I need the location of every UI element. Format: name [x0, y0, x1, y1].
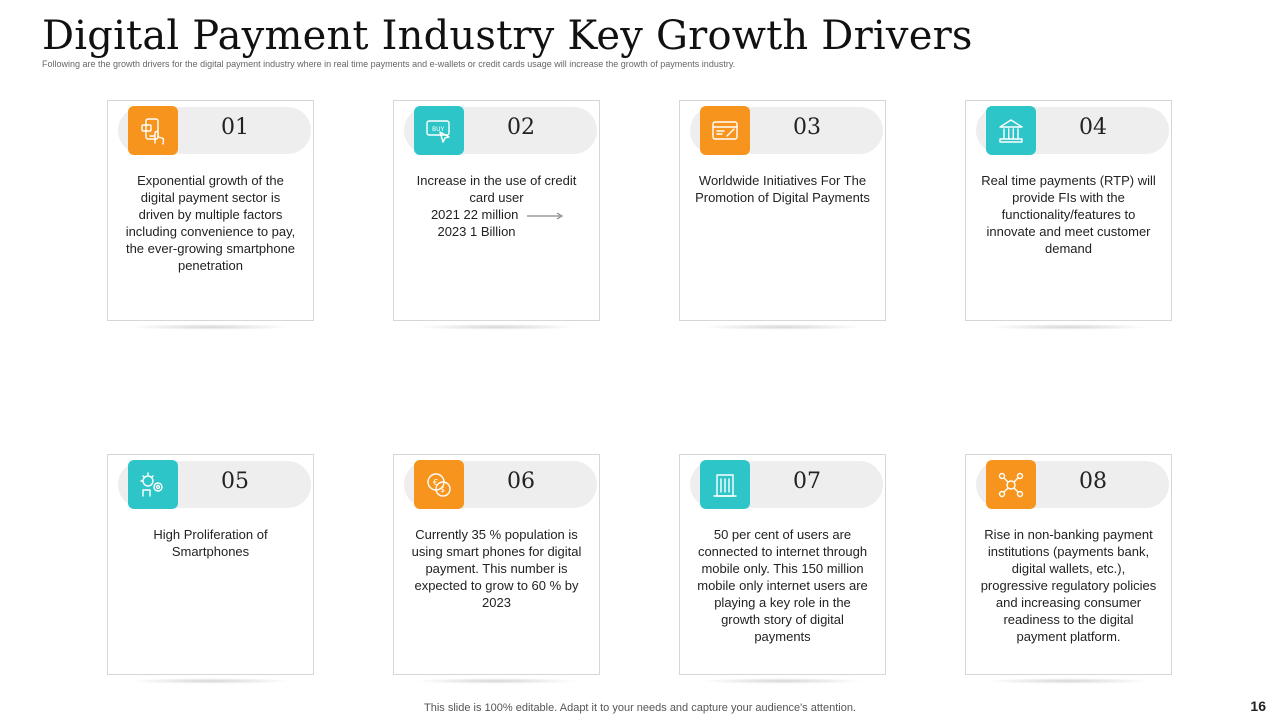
driver-card-06: € $ 06 Currently 35 % population is usin… — [393, 454, 600, 684]
arrow-right-icon — [527, 212, 564, 220]
card-text: 50 per cent of users are connected to in… — [697, 527, 868, 644]
driver-card-01: 01 Exponential growth of the digital pay… — [107, 100, 314, 330]
driver-card-04: 04 Real time payments (RTP) will provide… — [965, 100, 1172, 330]
building-icon — [700, 460, 750, 509]
svg-text:€: € — [433, 478, 438, 487]
card-text: Worldwide Initiatives For The Promotion … — [695, 173, 870, 205]
slide-subtitle: Following are the growth drivers for the… — [42, 59, 736, 69]
driver-card-05: 05 High Proliferation of Smartphones — [107, 454, 314, 684]
slide-title: Digital Payment Industry Key Growth Driv… — [42, 13, 973, 59]
card-text: Increase in the use of credit card user … — [408, 172, 585, 240]
svg-text:$: $ — [440, 485, 445, 494]
buy-click-icon: BUY — [414, 106, 464, 155]
svg-text:BUY: BUY — [432, 126, 445, 133]
stat-2021: 2021 22 million — [430, 207, 519, 222]
card-number: 05 — [221, 469, 249, 494]
card-number: 08 — [1079, 469, 1107, 494]
network-icon — [986, 460, 1036, 509]
card-number: 03 — [793, 115, 821, 140]
card-number: 06 — [507, 469, 535, 494]
driver-card-02: BUY 02 Increase in the use of credit car… — [393, 100, 600, 330]
card-number: 01 — [221, 115, 249, 140]
page-number: 16 — [1250, 698, 1266, 714]
card-text-line: 2021 22 million — [408, 206, 585, 223]
stat-2023: 2023 1 Billion — [437, 224, 516, 239]
card-text: High Proliferation of Smartphones — [153, 527, 268, 559]
driver-card-03: 03 Worldwide Initiatives For The Promoti… — [679, 100, 886, 330]
driver-card-08: 08 Rise in non-banking payment instituti… — [965, 454, 1172, 684]
driver-card-07: 07 50 per cent of users are connected to… — [679, 454, 886, 684]
card-text: Real time payments (RTP) will provide FI… — [981, 173, 1156, 256]
card-text: Exponential growth of the digital paymen… — [125, 173, 296, 273]
footer-note: This slide is 100% editable. Adapt it to… — [424, 702, 856, 714]
innovation-gear-icon — [128, 460, 178, 509]
coins-icon: € $ — [414, 460, 464, 509]
card-number: 04 — [1079, 115, 1107, 140]
card-number: 02 — [507, 115, 535, 140]
bank-icon — [986, 106, 1036, 155]
card-text-line: Increase in the use of credit card user — [416, 173, 577, 205]
mobile-touch-icon — [128, 106, 178, 155]
card-text: Currently 35 % population is using smart… — [411, 527, 582, 610]
card-icon — [700, 106, 750, 155]
card-text: Rise in non-banking payment institutions… — [980, 527, 1157, 644]
card-number: 07 — [793, 469, 821, 494]
